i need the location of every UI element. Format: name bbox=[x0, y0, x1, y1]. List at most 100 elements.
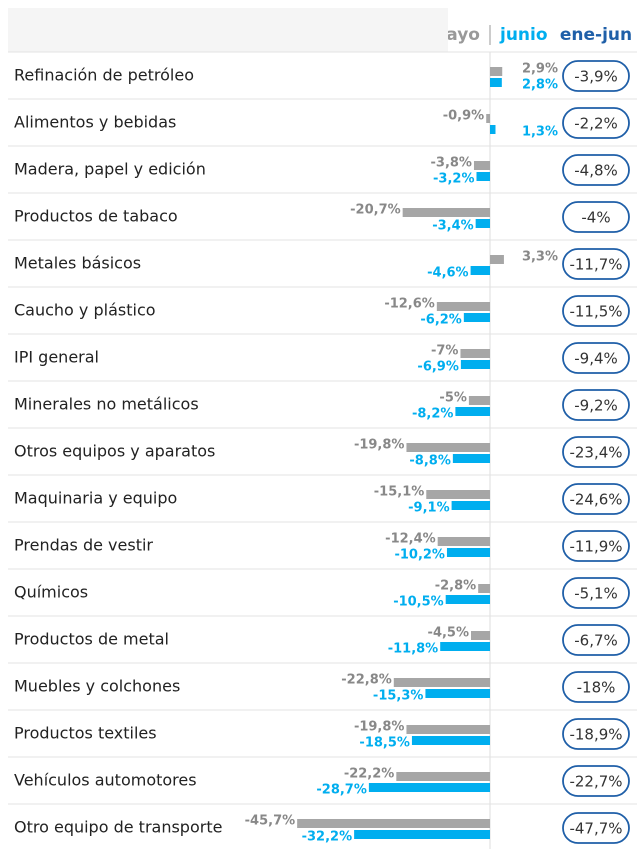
ytd-label: -11,5% bbox=[569, 303, 622, 321]
category-label: Prendas de vestir bbox=[14, 536, 153, 555]
bar bbox=[406, 443, 490, 452]
value-label: -45,7% bbox=[245, 814, 296, 829]
category-label: Muebles y colchones bbox=[14, 677, 180, 696]
ytd-badge bbox=[562, 436, 630, 468]
ytd-label: -9,4% bbox=[574, 350, 618, 368]
ytd-badge bbox=[562, 577, 630, 609]
ytd-badge bbox=[562, 671, 630, 703]
bar bbox=[426, 490, 490, 499]
bar bbox=[411, 736, 490, 745]
bar bbox=[486, 114, 490, 123]
value-label: -32,2% bbox=[302, 830, 353, 845]
ytd-label: -24,6% bbox=[569, 491, 622, 509]
ytd-badge bbox=[562, 812, 630, 844]
ytd-label: -3,9% bbox=[574, 68, 618, 86]
value-label: -19,8% bbox=[354, 438, 405, 453]
ytd-label: -2,2% bbox=[574, 115, 618, 133]
bar bbox=[440, 642, 490, 651]
ytd-label: -11,7% bbox=[569, 256, 622, 274]
ytd-label: -9,2% bbox=[574, 397, 618, 415]
ytd-label: -6,7% bbox=[574, 632, 618, 650]
ytd-badge bbox=[562, 60, 630, 92]
category-label: Caucho y plástico bbox=[14, 301, 156, 320]
category-label: IPI general bbox=[14, 348, 99, 367]
value-label: -8,2% bbox=[412, 407, 453, 422]
bar bbox=[396, 772, 490, 781]
ytd-label: -18% bbox=[577, 679, 616, 697]
bar bbox=[354, 830, 490, 839]
bar bbox=[473, 161, 490, 170]
bar bbox=[463, 313, 490, 322]
value-label: 2,9% bbox=[522, 62, 558, 77]
legend-ene-jun: ene-jun bbox=[560, 25, 632, 45]
ytd-badge bbox=[562, 718, 630, 750]
bar bbox=[445, 595, 490, 604]
value-label: -8,8% bbox=[409, 454, 450, 469]
ytd-badge bbox=[562, 342, 630, 374]
header-bg bbox=[8, 8, 448, 52]
value-label: -4,5% bbox=[428, 626, 469, 641]
ytd-label: -18,9% bbox=[569, 726, 622, 744]
value-label: -28,7% bbox=[316, 783, 367, 798]
ytd-label: -4% bbox=[581, 209, 610, 227]
value-label: -0,9% bbox=[443, 109, 484, 124]
ytd-label: -47,7% bbox=[569, 820, 622, 838]
bar bbox=[490, 255, 504, 264]
value-label: -19,8% bbox=[354, 720, 405, 735]
bar bbox=[460, 349, 490, 358]
category-label: Minerales no metálicos bbox=[14, 395, 199, 414]
category-label: Refinación de petróleo bbox=[14, 66, 194, 85]
category-label: Otros equipos y aparatos bbox=[14, 442, 215, 461]
value-label: -3,8% bbox=[431, 156, 472, 171]
ytd-badge bbox=[562, 624, 630, 656]
value-label: -12,4% bbox=[385, 532, 436, 547]
legend-junio: junio bbox=[499, 25, 548, 45]
bar bbox=[478, 584, 490, 593]
value-label: -15,3% bbox=[373, 689, 424, 704]
value-label: -22,2% bbox=[344, 767, 395, 782]
value-label: -10,2% bbox=[394, 548, 445, 563]
value-label: -4,6% bbox=[427, 266, 468, 281]
bar bbox=[425, 689, 490, 698]
category-label: Químicos bbox=[14, 583, 88, 602]
value-label: -12,6% bbox=[384, 297, 435, 312]
bar bbox=[455, 407, 490, 416]
category-label: Productos textiles bbox=[14, 724, 157, 743]
category-label: Otro equipo de transporte bbox=[14, 818, 222, 837]
ytd-badge bbox=[562, 107, 630, 139]
ytd-badge bbox=[562, 295, 630, 327]
value-label: -9,1% bbox=[408, 501, 449, 516]
bar bbox=[476, 172, 490, 181]
ytd-badge bbox=[562, 154, 630, 186]
bar bbox=[490, 78, 502, 87]
ytd-badge bbox=[562, 530, 630, 562]
category-label: Metales básicos bbox=[14, 254, 141, 273]
value-label: -15,1% bbox=[374, 485, 425, 500]
category-label: Productos de tabaco bbox=[14, 207, 178, 226]
bar bbox=[406, 725, 490, 734]
bar bbox=[368, 783, 490, 792]
value-label: -6,9% bbox=[417, 360, 458, 375]
ytd-label: -23,4% bbox=[569, 444, 622, 462]
ytd-label: -22,7% bbox=[569, 773, 622, 791]
value-label: -7% bbox=[431, 344, 458, 359]
bar bbox=[475, 219, 490, 228]
bar bbox=[471, 631, 490, 640]
value-label: -5% bbox=[439, 391, 466, 406]
bar bbox=[470, 266, 490, 275]
value-label: -10,5% bbox=[393, 595, 444, 610]
bar bbox=[402, 208, 490, 217]
category-label: Productos de metal bbox=[14, 630, 169, 649]
bar bbox=[490, 67, 503, 76]
bar bbox=[393, 678, 490, 687]
value-label: 2,8% bbox=[522, 78, 558, 93]
category-label: Alimentos y bebidas bbox=[14, 113, 176, 132]
bar bbox=[468, 396, 490, 405]
ytd-label: -4,8% bbox=[574, 162, 618, 180]
bar bbox=[446, 548, 490, 557]
category-label: Maquinaria y equipo bbox=[14, 489, 177, 508]
value-label: -3,2% bbox=[433, 172, 474, 187]
ytd-badge bbox=[562, 201, 630, 233]
bar bbox=[451, 501, 490, 510]
